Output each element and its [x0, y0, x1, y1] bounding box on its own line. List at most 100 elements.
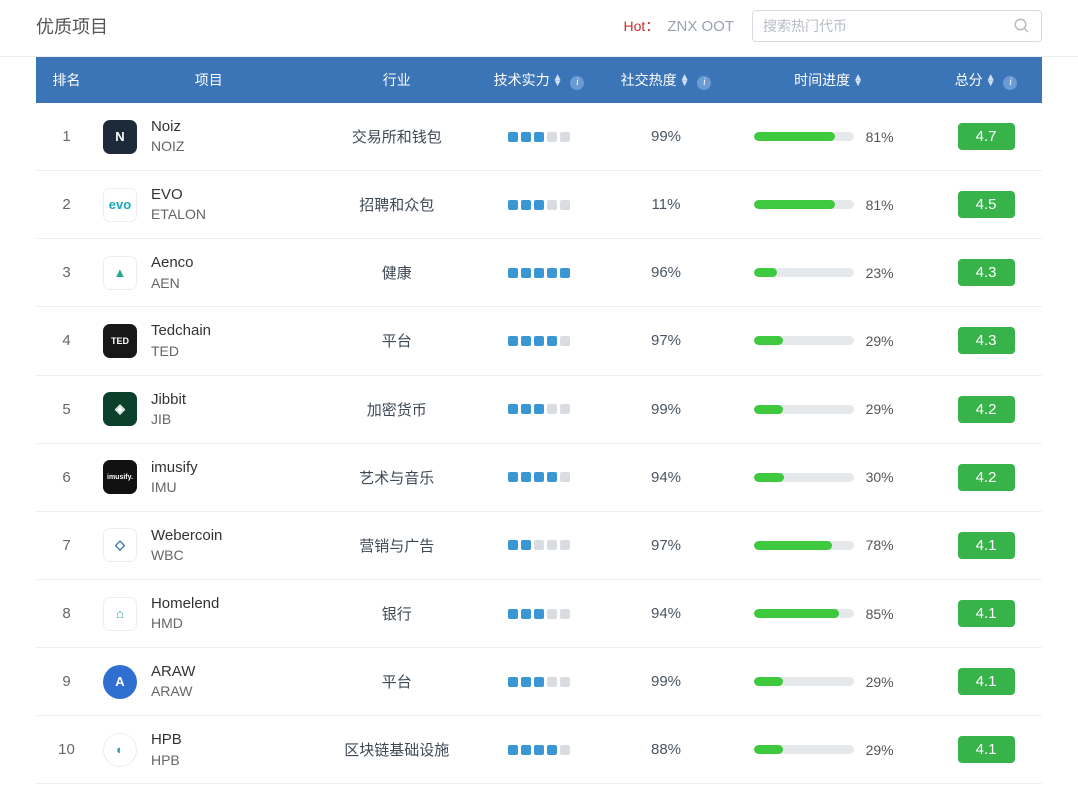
page-title: 优质项目 [36, 13, 108, 39]
rank-cell: 8 [36, 579, 97, 647]
rank-cell: 6 [36, 443, 97, 511]
table-row[interactable]: 8⌂HomelendHMD银行94%85%4.1 [36, 579, 1042, 647]
tech-dot [534, 677, 544, 687]
project-cell[interactable]: ◐HPBHPB [97, 716, 321, 784]
col-score-label: 总分 [955, 72, 983, 88]
tech-dot [521, 472, 531, 482]
rank-cell: 5 [36, 375, 97, 443]
project-cell[interactable]: imusify.imusifyIMU [97, 443, 321, 511]
project-logo: N [103, 120, 137, 154]
project-cell[interactable]: AARAWARAW [97, 648, 321, 716]
tech-dot [560, 677, 570, 687]
projects-table: 排名 项目 行业 技术实力▲▼ i 社交热度▲▼ i 时间进度▲▼ [36, 57, 1042, 784]
score-cell: 4.2 [930, 443, 1042, 511]
tech-dot [547, 132, 557, 142]
tech-dot [508, 609, 518, 619]
col-project[interactable]: 项目 [97, 57, 321, 103]
project-name: EVO [151, 185, 206, 205]
tech-dot [508, 677, 518, 687]
progress-bar [754, 268, 854, 277]
tech-dot [534, 200, 544, 210]
tech-dot [508, 336, 518, 346]
progress-cell: 23% [727, 239, 930, 307]
col-social[interactable]: 社交热度▲▼ i [605, 57, 727, 103]
project-name: Tedchain [151, 321, 211, 341]
search-box[interactable] [752, 10, 1042, 42]
project-logo: imusify. [103, 460, 137, 494]
col-industry[interactable]: 行业 [321, 57, 473, 103]
project-cell[interactable]: evoEVOETALON [97, 171, 321, 239]
project-cell[interactable]: ⌂HomelendHMD [97, 579, 321, 647]
tech-dot [534, 472, 544, 482]
info-icon[interactable]: i [570, 76, 584, 90]
table-header-row: 排名 项目 行业 技术实力▲▼ i 社交热度▲▼ i 时间进度▲▼ [36, 57, 1042, 103]
panel: 优质项目 Hot： ZNX OOT 排名 项目 行业 技术实力▲▼ i [0, 0, 1078, 804]
rank-cell: 1 [36, 103, 97, 171]
tech-cell [473, 375, 605, 443]
col-score[interactable]: 总分▲▼ i [930, 57, 1042, 103]
col-timeline[interactable]: 时间进度▲▼ [727, 57, 930, 103]
score-cell: 4.1 [930, 716, 1042, 784]
table-row[interactable]: 9AARAWARAW平台99%29%4.1 [36, 648, 1042, 716]
hot-tags[interactable]: ZNX OOT [667, 18, 734, 35]
score-cell: 4.1 [930, 648, 1042, 716]
social-cell: 11% [605, 171, 727, 239]
project-symbol: JIB [151, 410, 186, 429]
project-symbol: TED [151, 342, 211, 361]
industry-cell: 平台 [321, 307, 473, 375]
rank-cell: 3 [36, 239, 97, 307]
project-name: Aenco [151, 253, 194, 273]
table-wrap: 排名 项目 行业 技术实力▲▼ i 社交热度▲▼ i 时间进度▲▼ [0, 57, 1078, 804]
project-logo: ◐ [103, 733, 137, 767]
progress-cell: 29% [727, 716, 930, 784]
project-cell[interactable]: ◈JibbitJIB [97, 375, 321, 443]
project-cell[interactable]: ◇WebercoinWBC [97, 511, 321, 579]
progress-cell: 81% [727, 171, 930, 239]
tech-dot [508, 540, 518, 550]
project-cell[interactable]: ▲AencoAEN [97, 239, 321, 307]
search-icon[interactable] [1013, 17, 1031, 35]
table-row[interactable]: 6imusify.imusifyIMU艺术与音乐94%30%4.2 [36, 443, 1042, 511]
table-row[interactable]: 5◈JibbitJIB加密货币99%29%4.2 [36, 375, 1042, 443]
search-input[interactable] [763, 18, 1013, 34]
tech-dot [508, 200, 518, 210]
social-cell: 94% [605, 443, 727, 511]
col-tech[interactable]: 技术实力▲▼ i [473, 57, 605, 103]
progress-cell: 29% [727, 375, 930, 443]
industry-cell: 区块链基础设施 [321, 716, 473, 784]
col-rank[interactable]: 排名 [36, 57, 97, 103]
table-row[interactable]: 7◇WebercoinWBC营销与广告97%78%4.1 [36, 511, 1042, 579]
project-cell[interactable]: TEDTedchainTED [97, 307, 321, 375]
tech-cell [473, 579, 605, 647]
table-row[interactable]: 2evoEVOETALON招聘和众包11%81%4.5 [36, 171, 1042, 239]
score-badge: 4.3 [958, 259, 1015, 286]
industry-cell: 加密货币 [321, 375, 473, 443]
project-logo: evo [103, 188, 137, 222]
table-row[interactable]: 1NNoizNOIZ交易所和钱包99%81%4.7 [36, 103, 1042, 171]
table-row[interactable]: 3▲AencoAEN健康96%23%4.3 [36, 239, 1042, 307]
tech-dot [534, 268, 544, 278]
score-cell: 4.1 [930, 579, 1042, 647]
table-row[interactable]: 10◐HPBHPB区块链基础设施88%29%4.1 [36, 716, 1042, 784]
info-icon[interactable]: i [697, 76, 711, 90]
social-cell: 99% [605, 648, 727, 716]
tech-cell [473, 648, 605, 716]
tech-dot [560, 132, 570, 142]
progress-percent: 81% [866, 197, 904, 213]
project-logo: A [103, 665, 137, 699]
tech-dot [521, 540, 531, 550]
table-row[interactable]: 4TEDTedchainTED平台97%29%4.3 [36, 307, 1042, 375]
progress-cell: 30% [727, 443, 930, 511]
progress-percent: 85% [866, 606, 904, 622]
info-icon[interactable]: i [1003, 76, 1017, 90]
social-cell: 97% [605, 511, 727, 579]
social-cell: 94% [605, 579, 727, 647]
score-cell: 4.7 [930, 103, 1042, 171]
project-name: Homelend [151, 594, 219, 614]
project-name: Webercoin [151, 526, 222, 546]
score-badge: 4.1 [958, 736, 1015, 763]
tech-dot [547, 200, 557, 210]
project-cell[interactable]: NNoizNOIZ [97, 103, 321, 171]
project-symbol: WBC [151, 546, 222, 565]
tech-dot [521, 200, 531, 210]
